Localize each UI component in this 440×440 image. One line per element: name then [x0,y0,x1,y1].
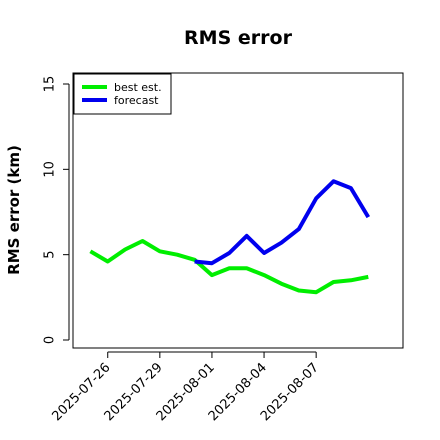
y-tick-label: 15 [43,76,58,93]
chart-title: RMS error [184,27,293,49]
series-line-best-est [89,239,369,295]
y-tick-label: 5 [43,251,58,259]
plot-area-frame [72,72,404,349]
legend-label-forecast: forecast [114,94,159,107]
x-axis: 2025-07-262025-07-292025-08-012025-08-04… [50,351,322,424]
y-axis: 0 5 10 15 [43,76,70,344]
series-line-forecast [194,179,371,266]
y-axis-label: RMS error (km) [5,145,23,275]
y-tick-label: 0 [43,336,58,344]
legend: best est. forecast [73,73,172,115]
series-layer [89,179,371,295]
legend-label-best-est: best est. [114,81,162,94]
legend-box [73,73,172,115]
y-tick-label: 10 [43,161,58,178]
